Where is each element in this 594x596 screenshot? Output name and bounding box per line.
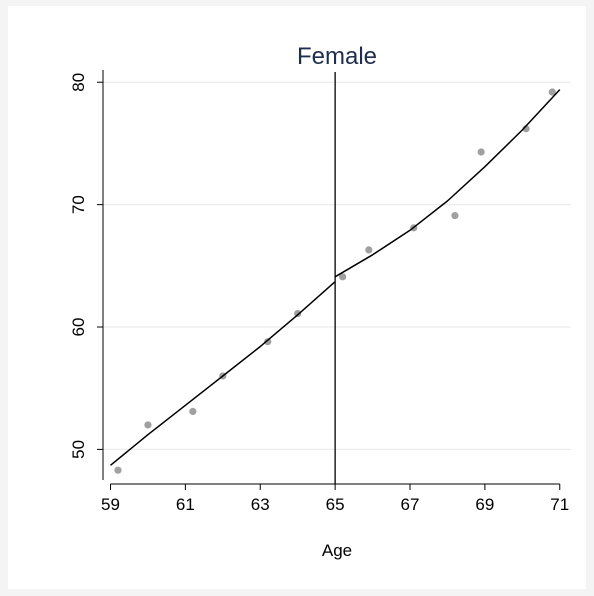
scatter-point — [548, 88, 556, 96]
fit-right-line — [334, 89, 561, 278]
y-tick-label: 80 — [69, 73, 88, 92]
scatter-point — [451, 212, 459, 220]
x-tick-label: 67 — [401, 495, 420, 514]
x-axis-title: Age — [322, 541, 352, 560]
scatter-point — [114, 466, 122, 474]
scatter-point — [339, 273, 347, 281]
scatter-point — [477, 148, 485, 156]
fit-left-line — [110, 281, 336, 466]
gridlines — [103, 81, 571, 451]
x-tick-label: 63 — [251, 495, 270, 514]
scatter-point — [294, 309, 302, 318]
scatter-point — [365, 246, 373, 254]
y-tick-label: 60 — [69, 318, 88, 337]
fit-lines — [110, 89, 561, 466]
scatter-point — [264, 338, 272, 346]
y-tick-label: 70 — [69, 195, 88, 214]
figure-panel — [8, 6, 586, 589]
scatter-point — [144, 421, 152, 429]
chart-title: Female — [297, 43, 377, 70]
x-tick-label: 65 — [326, 495, 345, 514]
y-tick-label: 50 — [69, 440, 88, 459]
tick-labels: 50 60 70 80 59 61 63 65 67 69 71 — [69, 73, 569, 514]
x-tick-label: 71 — [550, 495, 569, 514]
x-tick-label: 59 — [101, 495, 120, 514]
scatter-point — [189, 407, 197, 416]
scatter-points — [114, 88, 556, 474]
x-tick-label: 61 — [176, 495, 195, 514]
x-tick-label: 69 — [475, 495, 494, 514]
